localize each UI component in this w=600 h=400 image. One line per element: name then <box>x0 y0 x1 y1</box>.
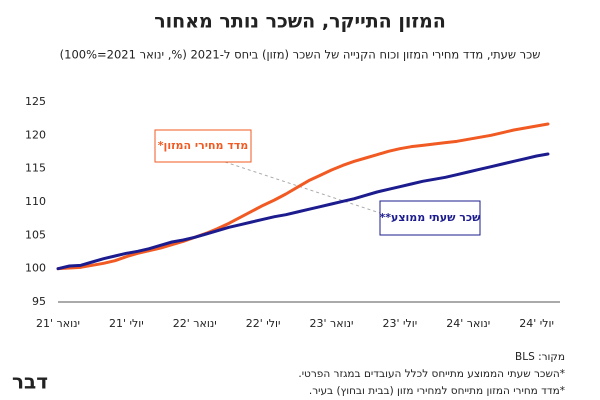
y-tick-label: 100 <box>25 262 46 275</box>
x-tick-label: ינואר '22 <box>173 317 217 330</box>
logo: דבר <box>12 370 48 394</box>
footnote: *השכר שעתי הממוצע מתייחס לכלל העובדים במ… <box>298 368 565 380</box>
x-tick-label: ינואר '23 <box>310 317 354 330</box>
x-tick-label: יולי '23 <box>383 317 418 330</box>
y-tick-label: 120 <box>25 128 46 141</box>
chart-subtitle: שכר שעתי, מדד מחירי המזון וכוח הקנייה של… <box>60 48 541 62</box>
footnote: *מדד מחירי המזון מתייחס למחירי מזון (בבי… <box>309 385 565 397</box>
x-tick-label: יולי '22 <box>246 317 281 330</box>
x-tick-label: ינואר '21 <box>36 317 80 330</box>
y-tick-label: 95 <box>32 295 46 308</box>
y-tick-label: 105 <box>25 228 46 241</box>
x-tick-label: ינואר '24 <box>446 317 490 330</box>
x-tick-label: יולי '24 <box>519 317 554 330</box>
series-line <box>56 152 550 271</box>
annotation-box <box>154 129 252 163</box>
annotation-box <box>379 200 481 236</box>
x-tick-label: יולי '21 <box>109 317 144 330</box>
annotation: מדד מחירי המזון* <box>158 139 248 152</box>
series-line <box>56 122 550 271</box>
footnote: מקור: BLS <box>515 351 565 363</box>
annotation: שכר שעתי ממוצע** <box>380 211 482 224</box>
y-tick-label: 115 <box>25 162 46 175</box>
y-tick-label: 110 <box>25 195 46 208</box>
chart-title: המזון התייקר, השכר נותר מאחור <box>154 11 446 33</box>
y-tick-label: 125 <box>25 95 46 108</box>
